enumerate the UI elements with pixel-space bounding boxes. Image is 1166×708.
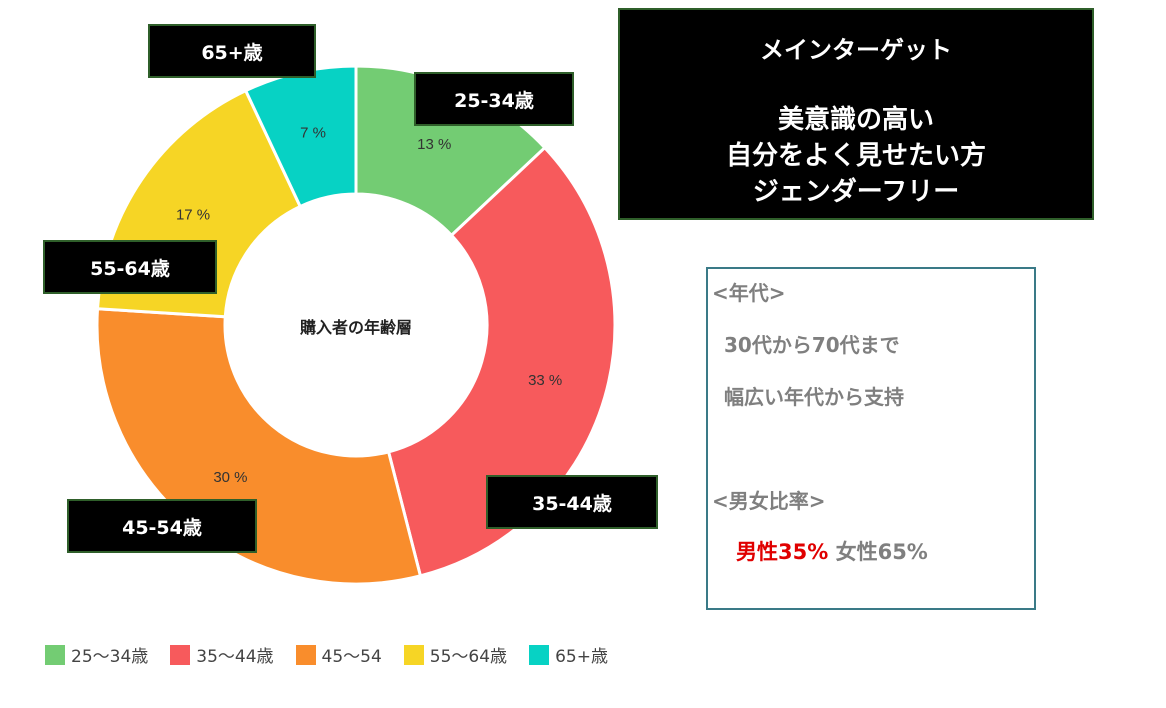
legend-swatch [403,644,424,665]
age-range-text: 30代から70代まで [724,333,900,357]
slice-35-44 [386,145,617,578]
female-ratio: 女性65% [835,540,928,564]
legend-swatch [45,644,65,665]
legend-label: 65+歳 [555,647,608,667]
legend-label: 55〜64歳 [429,647,508,667]
legend-label: 45〜54 [321,647,382,667]
age-heading: <年代> [712,281,786,305]
legend-swatch [529,644,550,665]
main-target-panel: メインターゲット 美意識の高い 自分をよく見せたい方 ジェンダーフリー [618,8,1094,220]
percent-label-35-44: 33 % [528,372,562,389]
legend-label: 25〜34歳 [71,647,149,667]
gender-heading: <男女比率> [712,489,826,513]
callout-55-64: 55-64歳 [43,240,217,294]
legend-label: 35〜44歳 [196,647,274,667]
percent-label-65-plus: 7 % [300,125,326,142]
callout-35-44: 35-44歳 [486,475,658,529]
male-ratio: 男性35% [736,540,829,564]
donut-chart: 13 % 33 % 30 % 17 % 7 % 購入者の年齢層 [95,64,617,586]
percent-label-25-34: 13 % [417,136,451,153]
chart-legend: 25〜34歳 35〜44歳 45〜54 55〜64歳 65+歳 [45,642,630,667]
main-target-heading: メインターゲット [760,36,952,64]
legend-item: 55〜64歳 [403,642,508,667]
slice-45-54 [95,307,423,586]
main-target-line: 美意識の高い [777,105,934,135]
demographics-panel: <年代> 30代から70代まで 幅広い年代から支持 <男女比率> 男性35% 女… [706,267,1036,610]
main-target-line: 自分をよく見せたい方 [725,141,986,171]
legend-item: 25〜34歳 [45,642,148,667]
legend-swatch [170,644,191,665]
chart-center-title: 購入者の年齢層 [299,318,412,337]
gender-ratio: 男性35% 女性65% [736,536,928,566]
percent-label-45-54: 30 % [213,469,247,486]
callout-45-54: 45-54歳 [67,499,257,553]
age-support-text: 幅広い年代から支持 [724,385,904,409]
slice-65-plus [243,64,358,209]
legend-item: 65+歳 [529,642,608,667]
main-target-line: ジェンダーフリー [752,177,960,207]
main-target-description: 美意識の高い 自分をよく見せたい方 ジェンダーフリー [620,102,1092,210]
percent-label-55-64: 17 % [176,206,210,223]
legend-item: 45〜54 [295,642,382,667]
legend-item: 35〜44歳 [170,642,274,667]
callout-65-plus: 65+歳 [148,24,316,78]
legend-swatch [295,644,316,665]
callout-25-34: 25-34歳 [414,72,574,126]
percent-labels: 13 % 33 % 30 % 17 % 7 % [176,125,562,486]
